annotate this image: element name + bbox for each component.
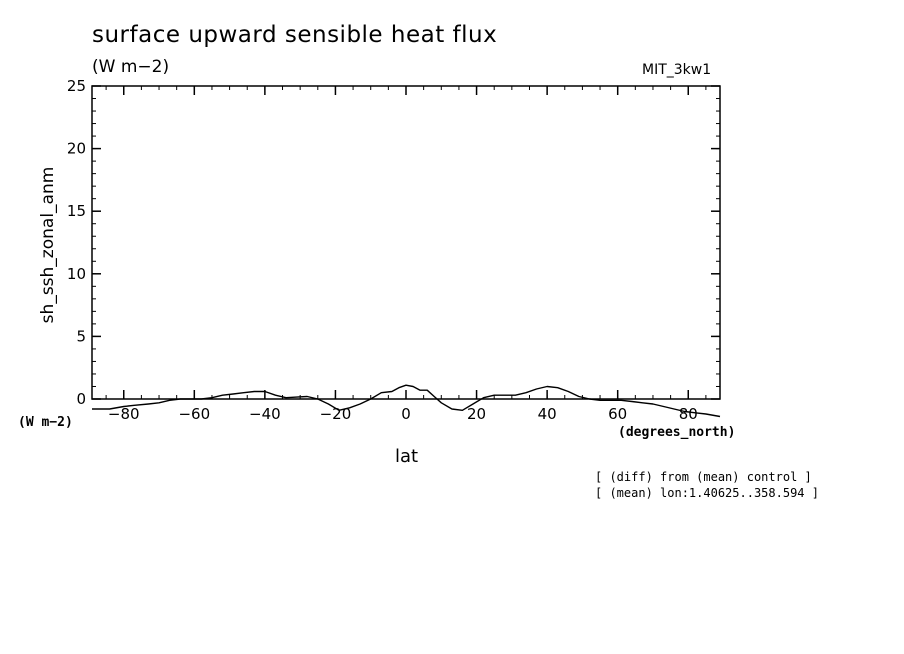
model-name: MIT_3kw1 [642,62,712,78]
plot-frame [91,85,721,400]
x-tick-label: 20 [467,405,486,423]
x-tick-label: −60 [178,405,210,423]
diff-note: [ (diff) from (mean) control ] [595,470,812,484]
x-tick-label: 60 [608,405,627,423]
y-tick-label: 5 [76,327,86,345]
x-tick-label: 80 [679,405,698,423]
y-tick-label: 10 [67,265,86,283]
y-tick-label: 20 [67,140,86,158]
x-tick-label: 0 [401,405,411,423]
x-tick-label: −40 [249,405,281,423]
x-axis-units: (degrees_north) [618,425,736,440]
chart-subtitle-units: (W m−2) [92,57,170,77]
x-axis-label: lat [395,446,419,467]
series-line [92,384,721,418]
mean-note: [ (mean) lon:1.40625..358.594 ] [595,486,819,500]
x-tick-label: 40 [538,405,557,423]
x-tick-label: −80 [108,405,140,423]
y-tick-label: 25 [67,77,86,95]
y-axis-units: (W m−2) [18,415,73,430]
y-tick-label: 0 [76,390,86,408]
chart-title: surface upward sensible heat flux [92,22,498,48]
y-tick-label: 15 [67,202,86,220]
